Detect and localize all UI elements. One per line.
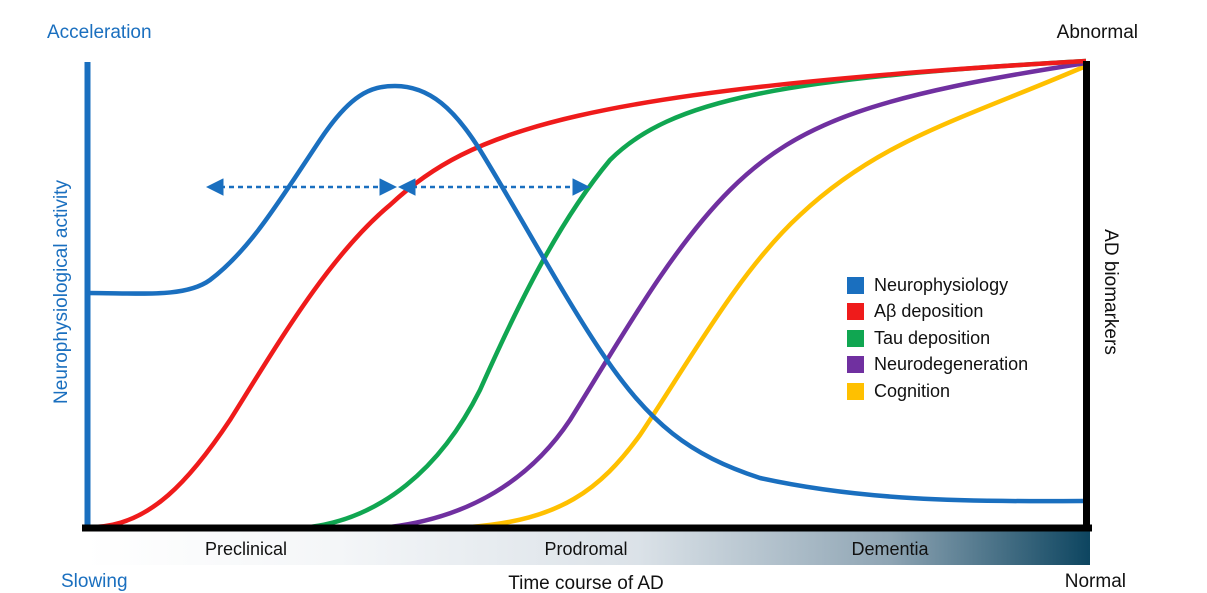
legend-label-abeta: Aβ deposition bbox=[874, 301, 983, 321]
stage-dementia: Dementia bbox=[851, 539, 929, 559]
legend-label-neurodegeneration: Neurodegeneration bbox=[874, 354, 1028, 374]
legend-label-cognition: Cognition bbox=[874, 381, 950, 401]
legend-swatch-neurophysiology bbox=[847, 277, 864, 294]
abnormal-label: Abnormal bbox=[1057, 22, 1138, 43]
legend-swatch-abeta bbox=[847, 303, 864, 320]
neurophysiology-curve bbox=[87, 83, 1084, 504]
normal-label: Normal bbox=[1065, 571, 1126, 592]
right-axis-title: AD biomarkers bbox=[1100, 229, 1121, 355]
tau-deposition-curve bbox=[309, 58, 1087, 530]
legend-swatch-tau bbox=[847, 330, 864, 347]
acceleration-label: Acceleration bbox=[47, 22, 152, 43]
stage-band bbox=[85, 531, 1090, 565]
slowing-label: Slowing bbox=[61, 571, 128, 592]
legend-swatch-cognition bbox=[847, 383, 864, 400]
cognition-curve bbox=[469, 63, 1087, 530]
legend: Neurophysiology Aβ deposition Tau deposi… bbox=[847, 275, 1028, 401]
neurodegeneration-curve bbox=[389, 60, 1087, 530]
stage-preclinical: Preclinical bbox=[205, 539, 287, 559]
legend-swatch-neurodegeneration bbox=[847, 356, 864, 373]
abeta-deposition-curve bbox=[94, 58, 1087, 530]
x-axis-title: Time course of AD bbox=[508, 573, 664, 593]
stage-prodromal: Prodromal bbox=[544, 539, 627, 559]
legend-label-tau: Tau deposition bbox=[874, 328, 990, 348]
left-axis-title: Neurophysiological activity bbox=[51, 180, 72, 404]
legend-label-neurophysiology: Neurophysiology bbox=[874, 275, 1008, 295]
